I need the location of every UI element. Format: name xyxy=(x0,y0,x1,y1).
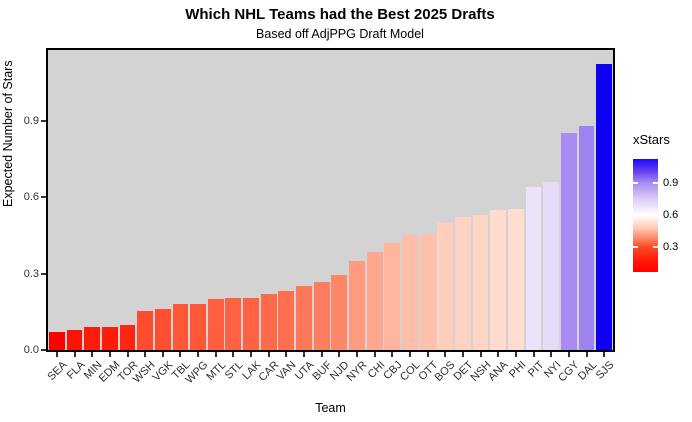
x-tick-mark xyxy=(373,352,376,357)
bar-ana xyxy=(490,209,507,350)
bar-cgy xyxy=(560,133,577,350)
y-tick-mark xyxy=(41,272,46,275)
x-tick-mark xyxy=(108,352,111,357)
bar-chi xyxy=(366,251,383,350)
bar-min xyxy=(84,327,101,350)
bar-fla xyxy=(66,329,83,350)
x-tick-mark xyxy=(356,352,358,357)
y-tick-mark xyxy=(41,349,46,351)
bar-mtl xyxy=(207,299,224,350)
legend-tick-mark xyxy=(633,214,638,216)
bar-cbj xyxy=(384,242,401,350)
bar-pit xyxy=(525,186,542,350)
bar-uta xyxy=(296,286,312,350)
bar-nsh xyxy=(472,214,489,350)
x-tick-mark xyxy=(514,352,517,357)
legend-tick-mark xyxy=(633,181,638,184)
x-axis-title: Team xyxy=(315,401,346,415)
x-tick-mark xyxy=(285,352,288,357)
bar-sjs xyxy=(596,64,613,350)
bar-car xyxy=(260,293,277,350)
x-tick-mark xyxy=(179,352,182,357)
x-tick-mark xyxy=(126,352,129,357)
x-tick-mark xyxy=(550,352,553,357)
plot-panel xyxy=(46,48,615,352)
legend-tick-mark xyxy=(653,181,658,184)
x-tick-mark xyxy=(338,352,341,357)
x-tick-mark xyxy=(444,352,447,357)
y-tick-label: 0.6 xyxy=(23,191,39,203)
x-tick-mark xyxy=(567,352,570,357)
bar-buf xyxy=(313,282,330,350)
x-tick-label-phi: PHI xyxy=(506,359,529,381)
legend-label: 0.6 xyxy=(663,209,679,221)
x-tick-label-sjs: SJS xyxy=(593,359,617,382)
bar-stl xyxy=(225,297,242,350)
bar-njd xyxy=(331,274,348,350)
x-tick-mark xyxy=(197,352,200,357)
x-tick-mark xyxy=(603,352,606,357)
x-tick-mark xyxy=(91,352,94,357)
y-tick-mark xyxy=(41,196,46,198)
x-tick-mark xyxy=(144,352,147,357)
bar-ott xyxy=(419,234,436,350)
bar-det xyxy=(455,217,471,350)
x-tick-mark xyxy=(585,352,588,357)
bar-tbl xyxy=(172,304,189,350)
bar-tor xyxy=(119,324,136,350)
x-tick-mark xyxy=(497,352,500,357)
bar-col xyxy=(402,235,418,350)
bar-sea xyxy=(48,332,65,350)
x-tick-mark xyxy=(161,352,164,357)
x-tick-mark xyxy=(461,352,464,357)
bar-bos xyxy=(437,222,454,350)
bar-nyr xyxy=(349,260,365,350)
bar-nyi xyxy=(543,181,560,350)
x-tick-mark xyxy=(73,352,76,357)
bar-wpg xyxy=(190,304,206,350)
bar-van xyxy=(278,291,295,350)
legend-label: 0.3 xyxy=(663,241,679,254)
x-tick-mark xyxy=(232,352,235,357)
y-tick-label: 0.3 xyxy=(23,267,39,280)
x-tick-mark xyxy=(267,352,270,357)
page-title: Which NHL Teams had the Best 2025 Drafts xyxy=(185,6,495,23)
x-tick-mark xyxy=(55,352,58,357)
x-tick-mark xyxy=(303,352,305,357)
x-tick-mark xyxy=(479,352,482,357)
x-tick-mark xyxy=(409,352,411,357)
y-tick-mark xyxy=(41,119,46,122)
legend-title: xStars xyxy=(633,132,670,147)
x-tick-mark xyxy=(320,352,323,357)
legend: xStars 0.9 0.6 0.3 xyxy=(630,132,692,272)
y-axis-title: Expected Number of Stars xyxy=(1,60,15,207)
legend-label: 0.9 xyxy=(663,176,679,189)
y-tick-label: 0.9 xyxy=(23,114,39,127)
legend-tick-mark xyxy=(633,246,638,249)
bar-dal xyxy=(578,125,595,350)
x-tick-mark xyxy=(250,352,252,357)
bar-wsh xyxy=(137,310,154,350)
bar-phi xyxy=(507,208,524,350)
x-tick-mark xyxy=(426,352,429,357)
x-tick-mark xyxy=(391,352,394,357)
legend-tick-mark xyxy=(653,214,658,216)
y-tick-label: 0.0 xyxy=(23,344,39,356)
x-tick-mark xyxy=(532,352,535,357)
bar-edm xyxy=(101,327,118,350)
x-tick-mark xyxy=(214,352,217,357)
page-subtitle: Based off AdjPPG Draft Model xyxy=(256,27,424,41)
bar-vgk xyxy=(154,309,171,350)
legend-tick-mark xyxy=(653,246,658,249)
bar-lak xyxy=(243,297,259,350)
